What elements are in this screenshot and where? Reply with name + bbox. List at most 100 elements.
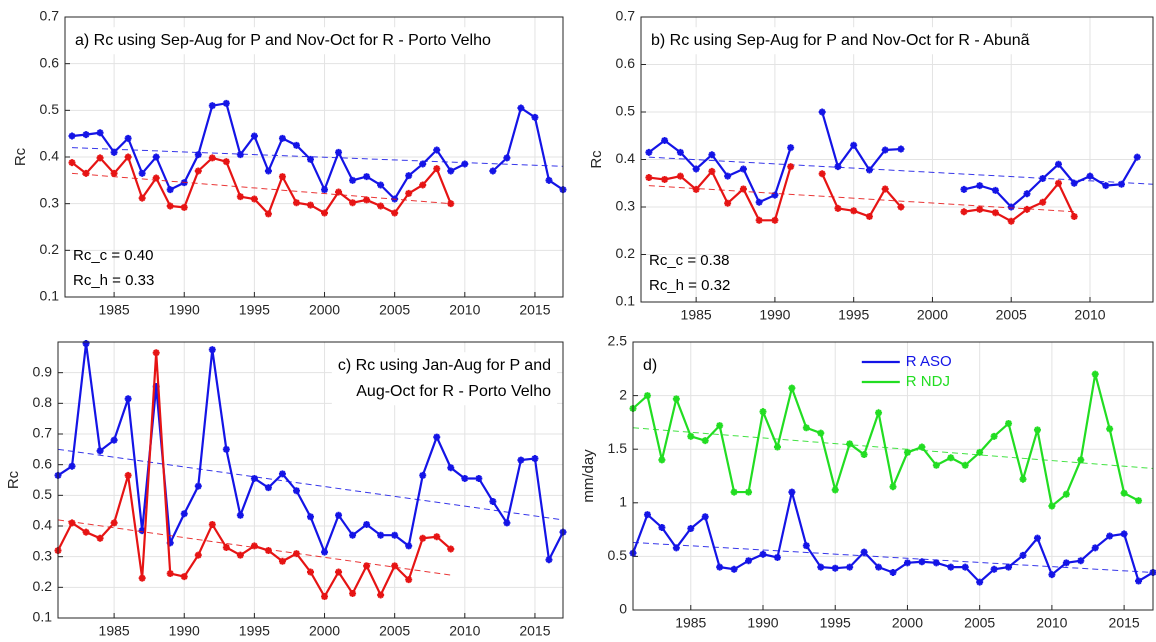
y-tick-label: 0.7 (40, 8, 60, 24)
x-tick-label: 2010 (449, 623, 480, 639)
marker (834, 163, 842, 171)
marker (278, 173, 286, 181)
marker (278, 134, 286, 142)
marker (335, 511, 343, 519)
title-box: a) Rc using Sep-Aug for P and Nov-Oct fo… (69, 27, 497, 55)
marker (236, 151, 244, 159)
marker (834, 204, 842, 212)
title-box: b) Rc using Sep-Aug for P and Nov-Oct fo… (645, 27, 1036, 55)
marker (932, 559, 940, 567)
marker (724, 172, 732, 180)
marker (850, 207, 858, 215)
marker (419, 181, 427, 189)
marker (180, 510, 188, 518)
axes-frame (57, 341, 564, 619)
marker (1007, 203, 1015, 211)
marker (755, 198, 763, 206)
annotation: Rc_c = 0.40 (73, 247, 153, 264)
marker (545, 556, 553, 564)
marker (236, 193, 244, 201)
series-line (648, 139, 792, 204)
y-tick-label: 0.6 (616, 55, 636, 71)
marker (96, 447, 104, 455)
marker (68, 519, 76, 527)
marker (405, 189, 413, 197)
x-tick-label: 1985 (681, 307, 712, 323)
marker (110, 519, 118, 527)
marker (96, 534, 104, 542)
marker (82, 131, 90, 139)
marker (903, 559, 911, 567)
x-tick-label: 2010 (449, 302, 480, 318)
marker (1106, 532, 1114, 540)
marker (701, 513, 709, 521)
marker (960, 208, 968, 216)
legend-label: R ASO (906, 353, 952, 370)
marker (447, 464, 455, 472)
marker (292, 141, 300, 149)
y-tick-label: 2 (619, 386, 627, 402)
marker (335, 568, 343, 576)
marker (961, 461, 969, 469)
marker (1007, 217, 1015, 225)
marker (1019, 551, 1027, 559)
marker (531, 113, 539, 121)
marker (321, 593, 329, 601)
marker (643, 511, 651, 519)
marker (377, 181, 385, 189)
marker (250, 474, 258, 482)
marker (932, 461, 940, 469)
marker (730, 565, 738, 573)
marker (645, 174, 653, 182)
x-tick-label: 2005 (379, 302, 410, 318)
marker (363, 562, 371, 570)
marker (1062, 559, 1070, 567)
marker (433, 146, 441, 154)
y-tick-label: 1.5 (608, 440, 628, 456)
axes-frame (64, 16, 564, 298)
marker (1023, 205, 1031, 213)
marker (306, 201, 314, 209)
marker (739, 165, 747, 173)
y-tick-label: 0.2 (33, 578, 53, 594)
x-tick-label: 1985 (99, 623, 130, 639)
marker (1120, 489, 1128, 497)
marker (264, 210, 272, 218)
marker (1133, 153, 1141, 161)
y-axis-label: Rc (588, 150, 605, 169)
chart-title: a) Rc using Sep-Aug for P and Nov-Oct fo… (75, 32, 491, 49)
y-tick-label: 0.2 (40, 241, 60, 257)
marker (405, 542, 413, 550)
y-tick-label: 0.2 (616, 245, 636, 261)
marker (68, 159, 76, 167)
marker (802, 424, 810, 432)
marker (1033, 534, 1041, 542)
marker (991, 186, 999, 194)
x-tick-label: 1990 (169, 302, 200, 318)
panel: 0.1 0.2 0.3 0.4 0.5 0.6 0.7 0.8 0.9 1985 1990 1995 2… (5, 340, 567, 639)
title-box: c) Rc using Jan-Aug for P and Aug-Oct for… (331, 352, 558, 406)
x-tick-label: 1985 (675, 615, 706, 631)
y-tick-label: 0.4 (616, 150, 636, 166)
marker (1077, 456, 1085, 464)
marker (701, 437, 709, 445)
marker (1048, 571, 1056, 579)
marker (447, 167, 455, 175)
marker (208, 102, 216, 110)
marker (82, 528, 90, 536)
marker (363, 196, 371, 204)
marker (1106, 425, 1114, 433)
panel: 0.1 0.2 0.3 0.4 0.5 0.6 0.7 1985 1990 1995 2000 200… (588, 8, 1154, 323)
marker (687, 525, 695, 533)
marker (658, 523, 666, 531)
marker (865, 166, 873, 174)
marker (503, 154, 511, 162)
chart-title: d) (643, 357, 657, 374)
marker (1135, 577, 1143, 585)
trend-line (57, 519, 451, 576)
x-tick-label: 2005 (379, 623, 410, 639)
x-tick-label: 2010 (1074, 307, 1105, 323)
marker (306, 155, 314, 163)
x-tick-label: 1990 (747, 615, 778, 631)
marker (1070, 179, 1078, 187)
